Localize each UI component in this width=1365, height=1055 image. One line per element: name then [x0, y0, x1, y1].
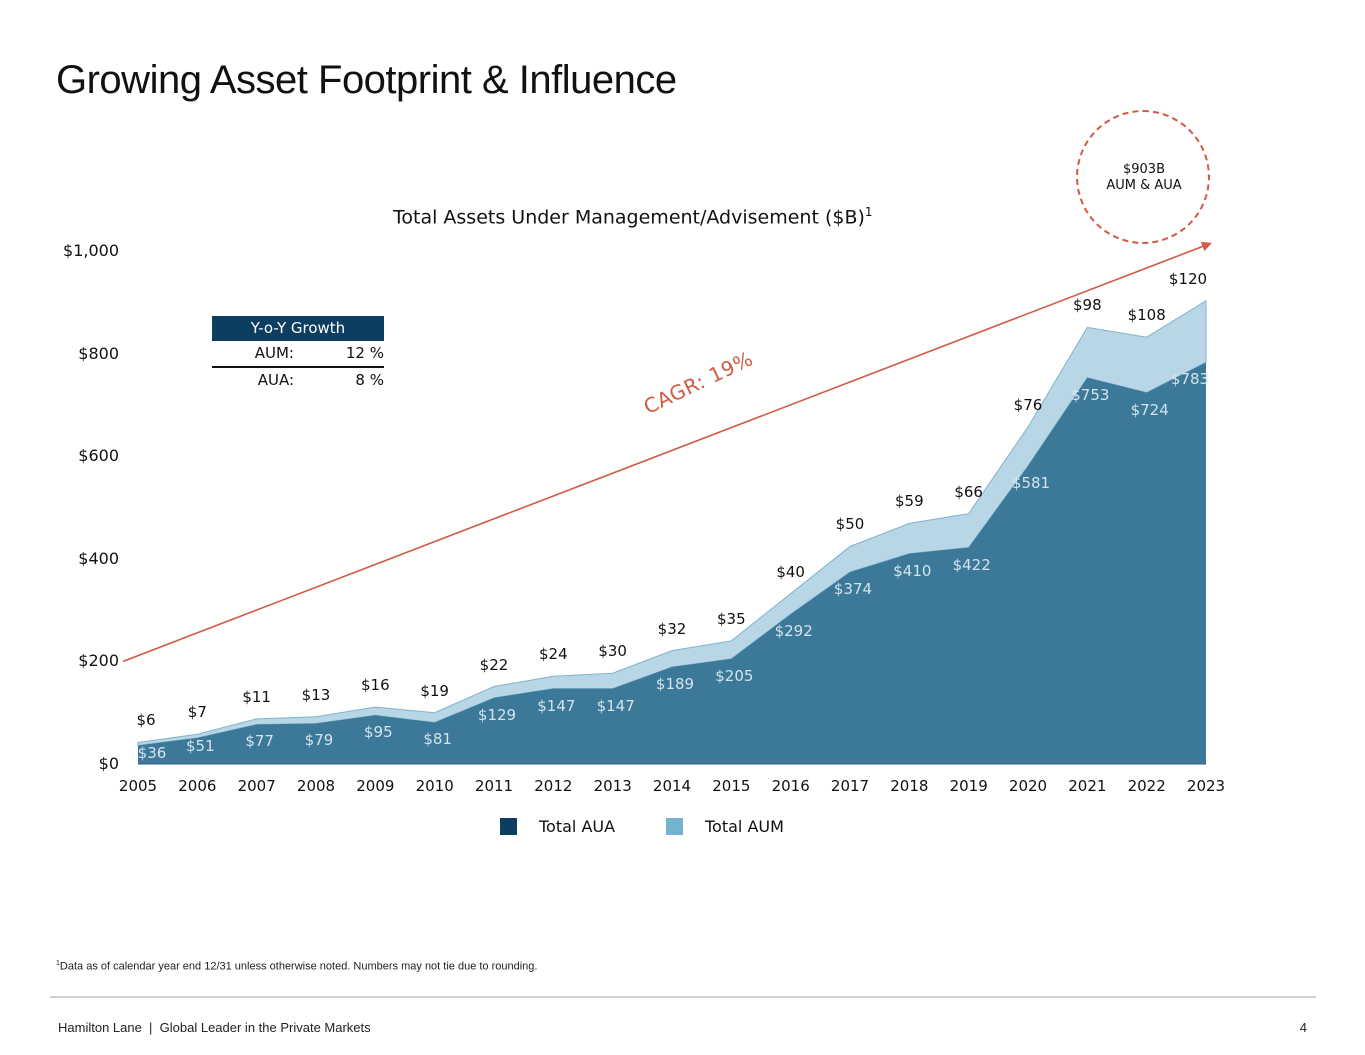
total-assets-badge	[1076, 110, 1210, 244]
footnote-marker: 1	[56, 960, 60, 967]
x-tick-label: 2017	[830, 777, 870, 795]
legend-label-aua: Total AUA	[539, 817, 616, 836]
data-label-aum: $108	[1127, 306, 1166, 325]
x-tick-label: 2013	[593, 777, 632, 795]
data-label-aum: $40	[776, 562, 805, 581]
yoy-growth-row-aua: AUA: 8 %	[212, 368, 384, 393]
footer-text: Hamilton Lane | Global Leader in the Pri…	[58, 1020, 371, 1035]
data-label-aua: $410	[893, 561, 932, 580]
data-label-aum: $7	[187, 703, 207, 722]
data-label-aua: $147	[596, 696, 635, 715]
data-label-aua: $205	[715, 666, 754, 685]
y-tick-label: $0	[98, 754, 119, 773]
data-label-aum: $16	[361, 676, 390, 695]
yoy-growth-value: 12 %	[345, 344, 384, 362]
data-label-aum: $98	[1073, 296, 1102, 315]
data-label-aua: $129	[477, 705, 517, 724]
data-label-aum: $30	[598, 642, 627, 661]
legend-item-aua: Total AUA	[500, 817, 615, 836]
x-tick-label: 2021	[1068, 777, 1107, 795]
data-label-aua: $95	[364, 723, 393, 742]
yoy-growth-value: 8 %	[355, 371, 384, 389]
data-label-aum: $6	[136, 711, 156, 730]
badge-value: $903B	[1122, 162, 1165, 177]
y-tick-label: $200	[78, 651, 119, 671]
series-area-total-aua	[138, 362, 1206, 764]
data-label-aum: $120	[1168, 269, 1208, 288]
yoy-growth-table: Y-o-Y Growth AUM: 12 % AUA: 8 %	[212, 316, 384, 393]
x-tick-label: 2010	[415, 777, 454, 795]
x-tick-label: 2008	[296, 777, 336, 795]
x-tick-label: 2019	[949, 777, 988, 795]
yoy-growth-header: Y-o-Y Growth	[212, 316, 384, 341]
data-label-aua: $147	[537, 696, 576, 715]
footnote: 1Data as of calendar year end 12/31 unle…	[56, 960, 538, 973]
x-tick-label: 2020	[1008, 777, 1048, 795]
data-label-aua: $79	[304, 731, 334, 750]
x-tick-label: 2015	[712, 777, 751, 795]
data-label-aua: $77	[245, 732, 274, 751]
x-tick-label: 2018	[890, 777, 929, 795]
data-label-aum: $66	[954, 482, 983, 501]
data-label-aua: $81	[423, 730, 452, 749]
x-tick-label: 2011	[474, 777, 514, 795]
x-tick-label: 2016	[771, 777, 810, 795]
data-label-aua: $724	[1130, 400, 1169, 419]
chart-title-footnote-marker: 1	[864, 205, 873, 219]
legend-swatch-aua	[500, 818, 517, 835]
page-number: 4	[1299, 1020, 1307, 1035]
legend-swatch-aum	[666, 818, 683, 835]
data-label-aua: $753	[1071, 385, 1110, 404]
y-tick-label: $600	[78, 446, 119, 466]
x-tick-label: 2006	[178, 777, 217, 795]
data-label-aum: $13	[301, 685, 331, 704]
data-label-aum: $11	[242, 687, 271, 706]
x-tick-label: 2014	[652, 777, 692, 795]
data-label-aua: $36	[137, 744, 167, 762]
yoy-growth-label: AUA:	[257, 371, 294, 389]
data-label-aua: $581	[1011, 473, 1051, 492]
data-label-aua: $189	[655, 675, 695, 694]
footer-divider	[50, 996, 1316, 998]
badge-caption: AUM & AUA	[1106, 178, 1182, 193]
x-tick-label: 2005	[118, 777, 158, 795]
data-label-aum: $50	[835, 515, 865, 534]
data-label-aum: $32	[657, 619, 687, 638]
data-label-aum: $22	[479, 655, 509, 674]
x-tick-label: 2022	[1127, 777, 1166, 795]
data-label-aua: $422	[952, 555, 991, 574]
legend-label-aum: Total AUM	[705, 817, 784, 836]
data-label-aua: $374	[833, 580, 873, 599]
x-tick-label: 2009	[356, 777, 395, 795]
x-tick-label: 2023	[1186, 777, 1226, 795]
data-label-aum: $76	[1013, 395, 1043, 414]
chart-title: Total Assets Under Management/Advisement…	[393, 205, 873, 229]
data-label-aum: $24	[539, 645, 568, 664]
data-label-aum: $35	[717, 609, 746, 628]
yoy-growth-label: AUM:	[254, 344, 294, 362]
x-tick-label: 2012	[534, 777, 573, 795]
yoy-growth-row-aum: AUM: 12 %	[212, 341, 384, 368]
y-tick-label: $1,000	[63, 241, 119, 260]
total-assets-badge-text: $903B AUM & AUA	[1076, 162, 1212, 194]
data-label-aua: $292	[774, 622, 813, 641]
legend-item-aum: Total AUM	[666, 817, 784, 836]
data-label-aua: $783	[1170, 370, 1210, 389]
data-label-aua: $51	[186, 737, 215, 755]
y-tick-label: $400	[78, 548, 119, 568]
y-tick-label: $800	[78, 343, 119, 363]
cagr-trend-line	[122, 241, 1212, 663]
page-title: Growing Asset Footprint & Influence	[56, 58, 677, 102]
data-label-aum: $59	[895, 492, 924, 511]
data-label-aum: $19	[420, 681, 449, 700]
x-tick-label: 2007	[237, 777, 276, 795]
